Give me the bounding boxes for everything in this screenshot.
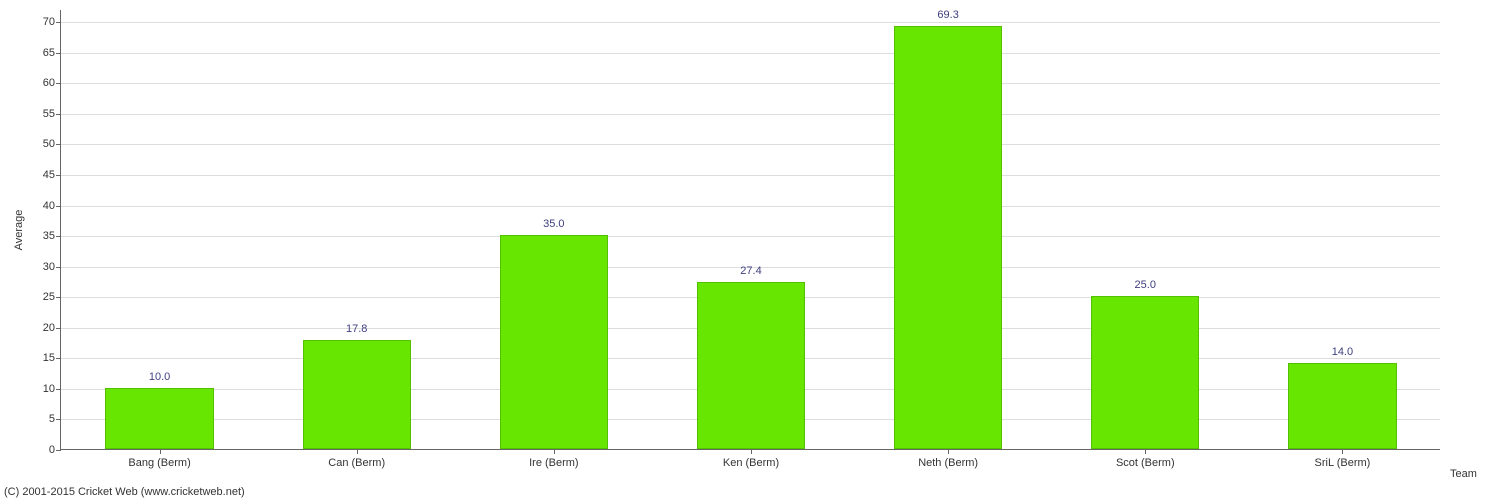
bar-value-label: 27.4 bbox=[740, 265, 761, 277]
y-tick-mark bbox=[56, 206, 61, 207]
y-tick-mark bbox=[56, 358, 61, 359]
grid-line bbox=[61, 22, 1440, 23]
x-tick-label: Can (Berm) bbox=[328, 457, 385, 469]
y-tick-mark bbox=[56, 114, 61, 115]
y-tick-label: 5 bbox=[49, 413, 55, 425]
y-tick-mark bbox=[56, 450, 61, 451]
bar: 10.0 bbox=[105, 388, 213, 449]
copyright-text: (C) 2001-2015 Cricket Web (www.cricketwe… bbox=[4, 486, 245, 498]
y-tick-mark bbox=[56, 175, 61, 176]
x-tick-mark bbox=[751, 449, 752, 454]
bar: 25.0 bbox=[1091, 296, 1199, 449]
x-tick-mark bbox=[948, 449, 949, 454]
y-tick-mark bbox=[56, 22, 61, 23]
grid-line bbox=[61, 83, 1440, 84]
bar: 69.3 bbox=[894, 26, 1002, 450]
x-tick-mark bbox=[357, 449, 358, 454]
x-tick-mark bbox=[160, 449, 161, 454]
x-axis-label: Team bbox=[1450, 468, 1477, 480]
y-tick-mark bbox=[56, 297, 61, 298]
grid-line bbox=[61, 53, 1440, 54]
bar-value-label: 69.3 bbox=[937, 9, 958, 21]
y-tick-label: 0 bbox=[49, 444, 55, 456]
y-tick-mark bbox=[56, 267, 61, 268]
x-tick-label: Ken (Berm) bbox=[723, 457, 779, 469]
y-tick-label: 70 bbox=[43, 16, 55, 28]
y-tick-mark bbox=[56, 53, 61, 54]
y-tick-mark bbox=[56, 389, 61, 390]
y-tick-label: 55 bbox=[43, 108, 55, 120]
y-tick-label: 40 bbox=[43, 200, 55, 212]
bar-value-label: 10.0 bbox=[149, 371, 170, 383]
x-tick-mark bbox=[554, 449, 555, 454]
bar-value-label: 25.0 bbox=[1135, 279, 1156, 291]
y-tick-mark bbox=[56, 236, 61, 237]
x-tick-label: Bang (Berm) bbox=[128, 457, 190, 469]
y-tick-mark bbox=[56, 83, 61, 84]
y-tick-mark bbox=[56, 328, 61, 329]
bar: 17.8 bbox=[303, 340, 411, 449]
y-tick-label: 35 bbox=[43, 230, 55, 242]
y-tick-mark bbox=[56, 144, 61, 145]
grid-line bbox=[61, 236, 1440, 237]
bar: 27.4 bbox=[697, 282, 805, 449]
y-tick-label: 15 bbox=[43, 352, 55, 364]
grid-line bbox=[61, 144, 1440, 145]
bar-chart: Average 0 5 10 15 20 25 30 35 40 45 50 55 60 65 70 10.0… bbox=[0, 0, 1500, 500]
y-tick-label: 30 bbox=[43, 261, 55, 273]
plot-area: Average 051015202530354045505560657010.0… bbox=[60, 10, 1440, 450]
bar-value-label: 17.8 bbox=[346, 323, 367, 335]
x-tick-label: SriL (Berm) bbox=[1315, 457, 1371, 469]
grid-line bbox=[61, 206, 1440, 207]
x-tick-mark bbox=[1342, 449, 1343, 454]
bar: 35.0 bbox=[500, 235, 608, 449]
x-tick-mark bbox=[1145, 449, 1146, 454]
y-tick-label: 45 bbox=[43, 169, 55, 181]
y-tick-label: 20 bbox=[43, 322, 55, 334]
bar-value-label: 35.0 bbox=[543, 218, 564, 230]
y-tick-label: 65 bbox=[43, 47, 55, 59]
y-axis-label: Average bbox=[13, 209, 25, 250]
y-tick-label: 25 bbox=[43, 291, 55, 303]
bar-value-label: 14.0 bbox=[1332, 346, 1353, 358]
x-tick-label: Scot (Berm) bbox=[1116, 457, 1175, 469]
grid-line bbox=[61, 114, 1440, 115]
bar: 14.0 bbox=[1288, 363, 1396, 449]
x-tick-label: Ire (Berm) bbox=[529, 457, 579, 469]
y-tick-label: 10 bbox=[43, 383, 55, 395]
grid-line bbox=[61, 175, 1440, 176]
x-tick-label: Neth (Berm) bbox=[918, 457, 978, 469]
y-tick-mark bbox=[56, 419, 61, 420]
y-tick-label: 50 bbox=[43, 138, 55, 150]
y-tick-label: 60 bbox=[43, 77, 55, 89]
